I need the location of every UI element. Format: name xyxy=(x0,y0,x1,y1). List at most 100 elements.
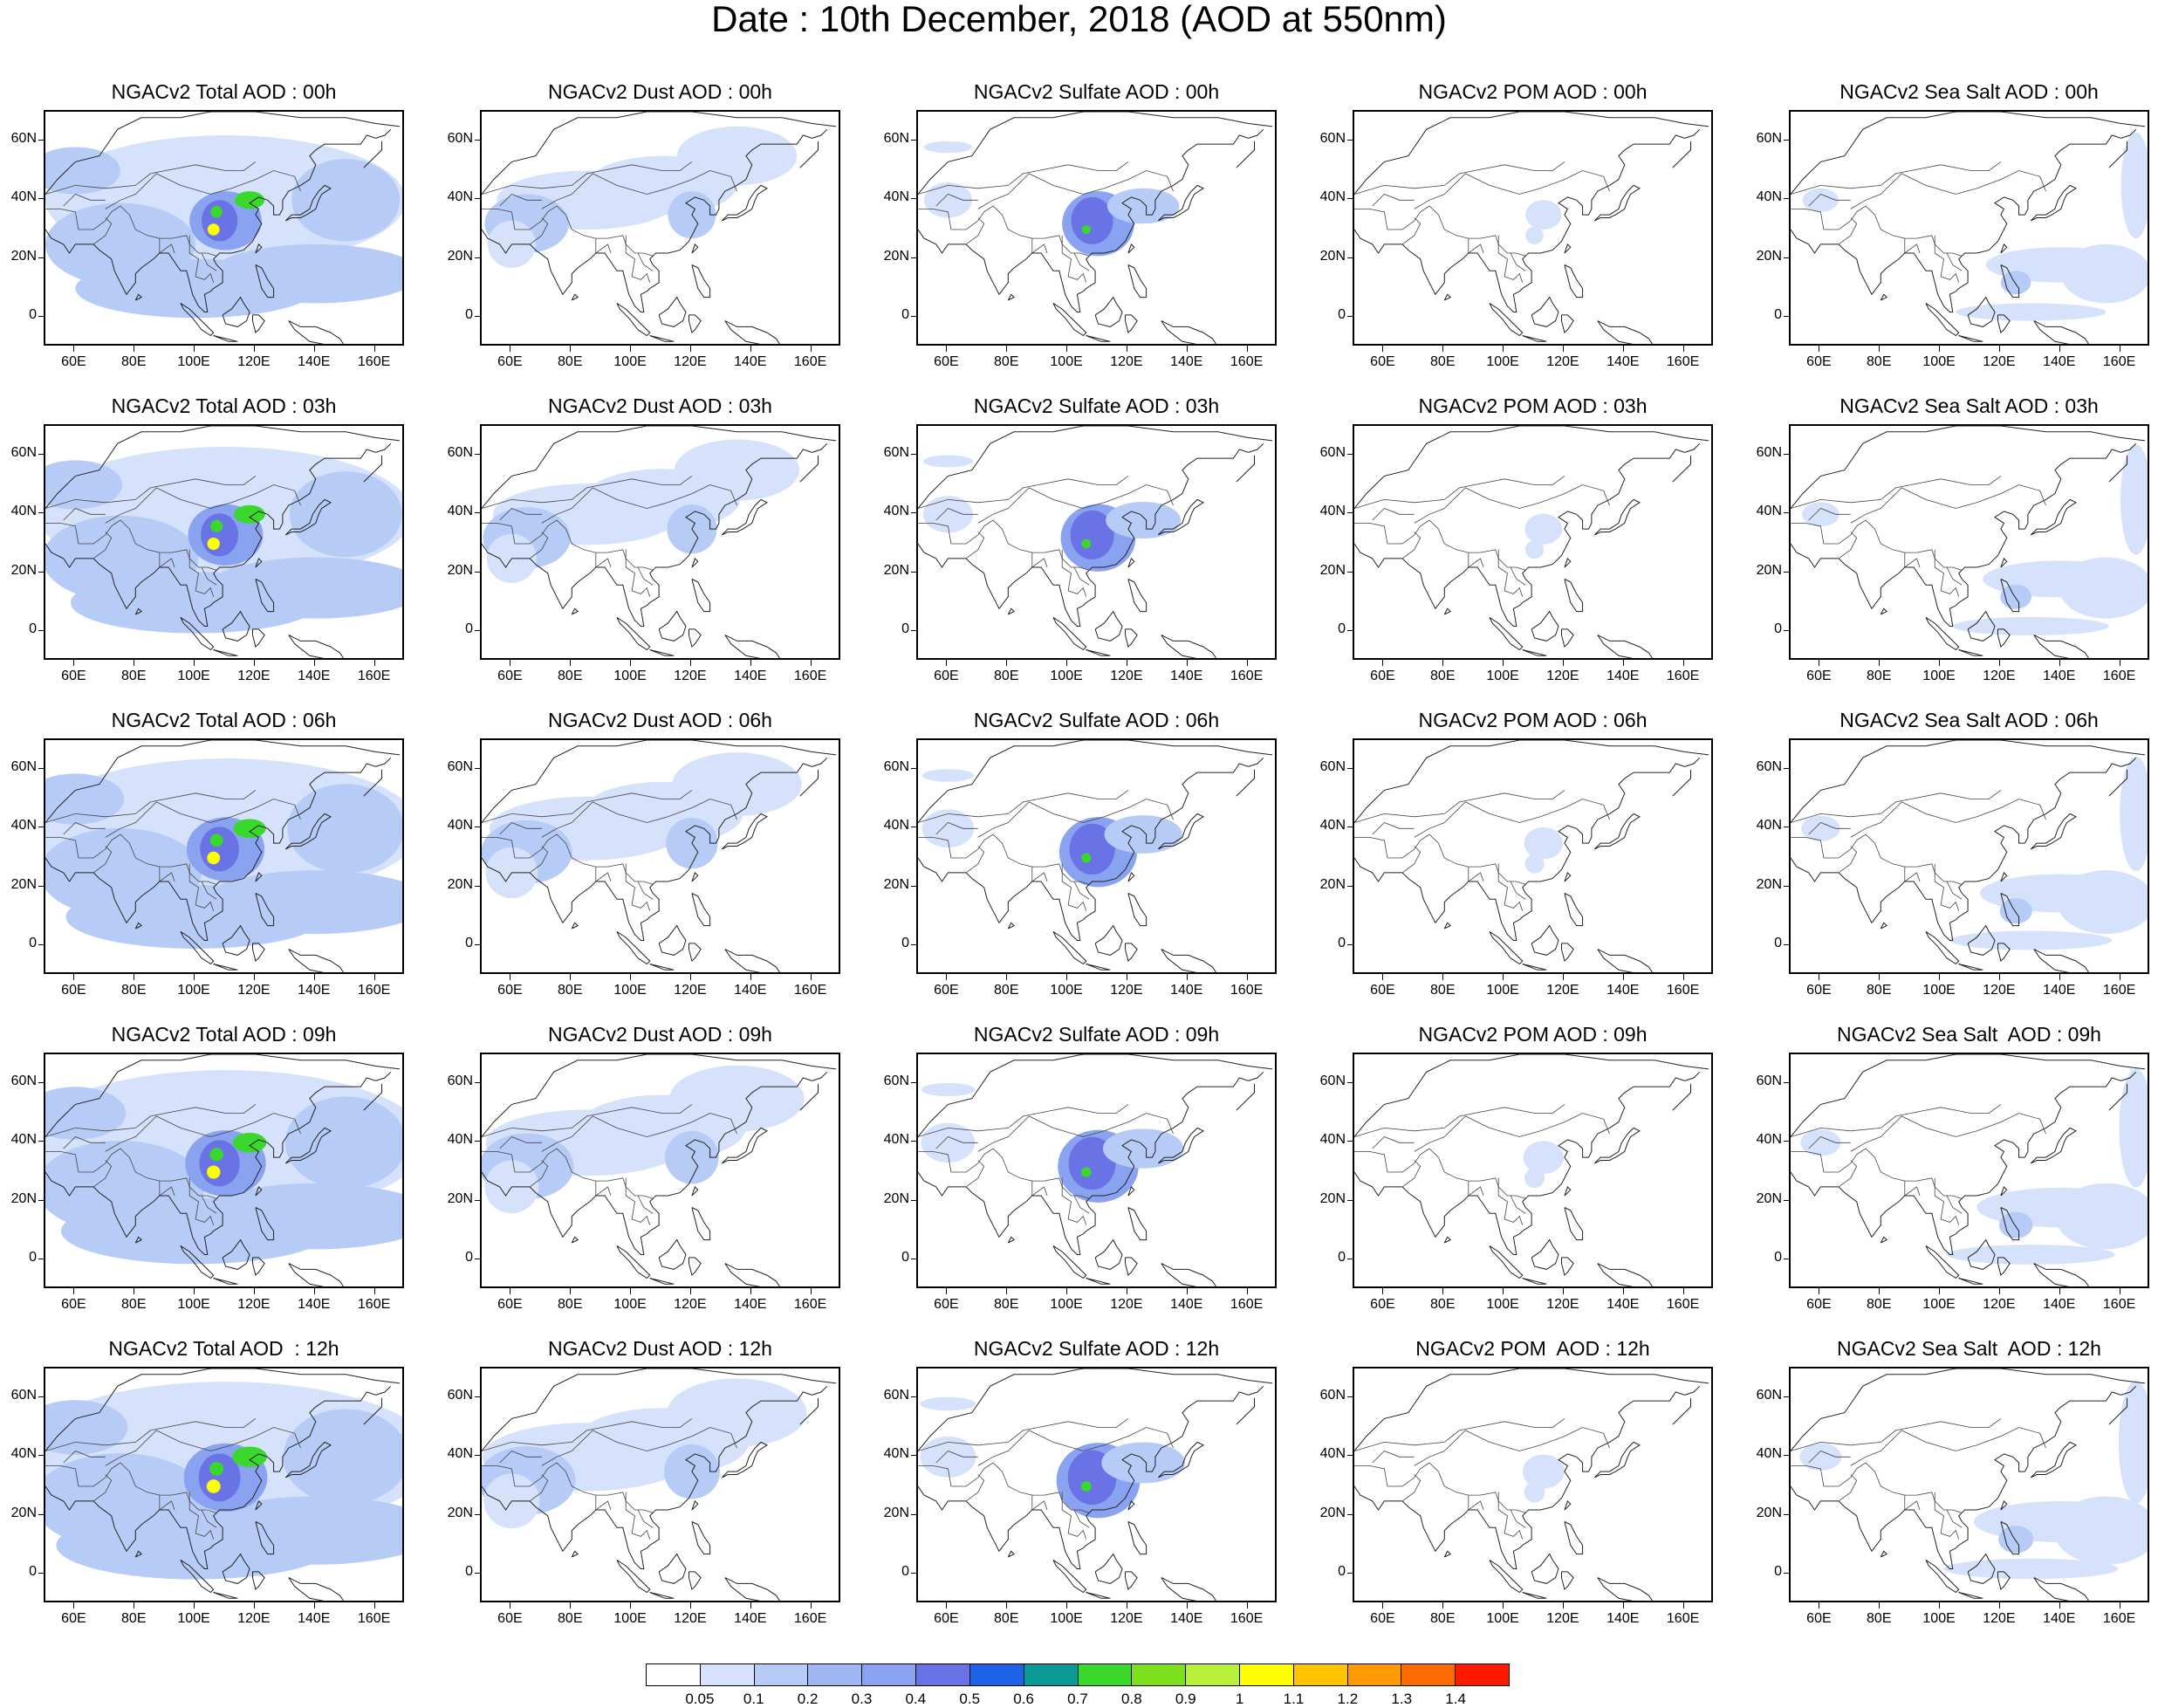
coastline xyxy=(1094,1238,1123,1270)
lon-tick xyxy=(946,1602,948,1609)
panel-title: NGACv2 Dust AOD : 06h xyxy=(548,709,772,731)
aod-field-green xyxy=(210,206,223,218)
aod-field-light xyxy=(1524,540,1545,559)
lat-label: 40N xyxy=(1756,1446,1782,1462)
lon-tick xyxy=(73,974,75,980)
lon-label: 160E xyxy=(2102,983,2136,998)
lon-tick xyxy=(810,660,812,666)
lon-label: 80E xyxy=(121,669,147,683)
lon-tick xyxy=(1939,1288,1941,1294)
country-border xyxy=(595,867,612,882)
coastline xyxy=(1157,498,1205,536)
lat-label: 0 xyxy=(29,936,37,951)
country-border xyxy=(1468,552,1484,568)
aod-field-yellow xyxy=(207,537,220,551)
lon-tick xyxy=(1382,974,1384,980)
lat-label: 20N xyxy=(10,876,37,892)
country-border xyxy=(1946,1509,1963,1528)
lat-tick xyxy=(911,571,916,573)
coastline xyxy=(721,813,769,850)
coastline xyxy=(1997,1257,2011,1277)
aod-field-light xyxy=(921,1082,976,1097)
aod-field-mid xyxy=(202,870,402,935)
lon-tick xyxy=(1682,660,1684,666)
lon-label: 60E xyxy=(61,983,86,998)
lon-tick xyxy=(1066,1288,1068,1294)
coastline xyxy=(134,293,142,301)
coastline xyxy=(222,1553,250,1584)
aod-field-mid xyxy=(210,244,402,304)
lat-label: 40N xyxy=(1319,189,1346,205)
lat-label: 40N xyxy=(883,189,909,205)
lon-label: 80E xyxy=(1867,1297,1892,1312)
coastline xyxy=(2108,455,2127,483)
coastline xyxy=(691,579,711,613)
country-border xyxy=(1401,846,1422,874)
country-border xyxy=(1354,790,1565,823)
lon-label: 160E xyxy=(793,1297,827,1312)
lat-tick xyxy=(1784,512,1789,514)
aod-field-mid xyxy=(287,784,402,874)
lat-label: 0 xyxy=(465,307,473,323)
coastline xyxy=(649,649,675,656)
country-border xyxy=(950,1462,1090,1513)
coastline xyxy=(918,1368,1273,1451)
colorbar-label: 0.5 xyxy=(959,1691,981,1707)
lon-tick xyxy=(1186,660,1188,666)
country-border xyxy=(159,1495,175,1511)
coastline xyxy=(1522,335,1547,342)
lon-label: 80E xyxy=(994,1611,1019,1626)
coastline xyxy=(1125,628,1138,648)
lat-label: 40N xyxy=(10,504,37,519)
coastline xyxy=(2000,579,2020,613)
coastline xyxy=(134,1236,142,1244)
coastline xyxy=(1236,1397,1255,1425)
lon-tick xyxy=(2059,974,2060,980)
country-border xyxy=(499,822,542,835)
coastline xyxy=(482,1071,828,1255)
lon-label: 80E xyxy=(1867,1611,1892,1626)
lat-label: 60N xyxy=(883,130,909,146)
lon-label: 60E xyxy=(1806,669,1832,683)
coastline xyxy=(284,184,332,222)
country-border xyxy=(1934,1177,1960,1225)
country-border xyxy=(78,1462,217,1513)
coastline xyxy=(45,1054,401,1137)
map-svg xyxy=(918,1368,1273,1601)
coastline xyxy=(213,335,238,342)
lat-label: 20N xyxy=(10,562,37,578)
lon-label: 60E xyxy=(497,983,523,998)
lat-label: 0 xyxy=(901,936,909,951)
lon-label: 60E xyxy=(497,669,523,683)
lon-label: 60E xyxy=(934,669,959,683)
coastline xyxy=(1052,930,1087,965)
country-border xyxy=(1791,790,2002,823)
lon-label: 80E xyxy=(1430,669,1456,683)
country-border xyxy=(637,881,654,900)
coastline xyxy=(571,293,579,301)
lon-label: 80E xyxy=(994,354,1019,369)
country-border xyxy=(529,217,549,245)
coastline xyxy=(1522,649,1547,656)
lat-tick xyxy=(911,198,916,200)
country-border xyxy=(1354,1418,1565,1451)
coastline xyxy=(2033,1263,2090,1286)
colorbar-label: 0.3 xyxy=(851,1691,873,1707)
coastline xyxy=(799,455,819,483)
country-border xyxy=(1031,1181,1048,1197)
coastline xyxy=(180,616,215,651)
country-border xyxy=(1946,566,1963,586)
country-border xyxy=(1061,549,1087,597)
coastline xyxy=(616,616,651,651)
coastline xyxy=(222,924,250,956)
coastline xyxy=(1094,924,1123,956)
map-svg xyxy=(918,426,1273,658)
country-border xyxy=(965,846,985,874)
country-border xyxy=(92,217,113,245)
map-svg xyxy=(1791,740,2148,972)
coastline xyxy=(1443,607,1451,615)
coastline xyxy=(2000,1521,2020,1555)
lat-tick xyxy=(1347,316,1353,318)
country-border xyxy=(1414,1427,1610,1466)
country-border xyxy=(1401,1474,1422,1502)
